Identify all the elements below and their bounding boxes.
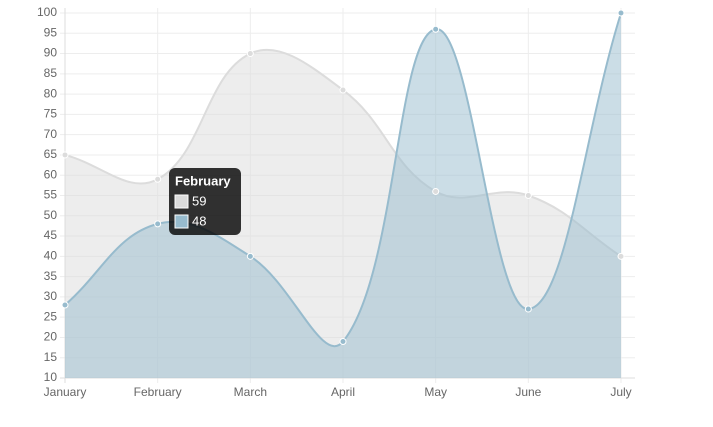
y-tick-label: 15 [44,350,58,364]
point [524,192,532,199]
point [432,25,440,33]
y-tick-label: 95 [44,25,58,39]
y-tick-label: 40 [44,249,58,263]
point [617,252,625,260]
tooltip-swatch [174,214,189,229]
y-tick-label: 20 [44,330,58,344]
tooltip-title: February [175,173,231,188]
y-tick-label: 70 [44,127,58,141]
point [154,220,162,228]
point [432,187,440,195]
y-tick-label: 55 [44,188,58,202]
point [246,252,254,260]
y-tick-label: 75 [44,107,58,121]
x-tick-label: March [234,385,267,399]
y-tick-label: 60 [44,167,58,181]
x-tick-label: July [610,385,631,399]
point [246,50,254,58]
y-tick-label: 80 [44,86,58,100]
area [65,13,621,378]
y-tick-label: 85 [44,66,58,80]
y-tick-label: 10 [44,370,58,384]
point [524,305,532,313]
point [339,338,347,345]
x-tick-label: February [134,385,182,399]
x-tick-label: May [424,385,447,399]
y-tick-label: 45 [44,228,58,242]
tooltip-value: 48 [192,213,206,228]
tooltip-swatch [174,194,189,209]
x-tick-label: April [331,385,355,399]
y-tick-label: 50 [44,208,58,222]
y-tick-label: 35 [44,269,58,283]
point [617,9,625,17]
point [61,301,69,309]
y-tick-label: 30 [44,289,58,303]
x-tick-label: January [44,385,87,399]
y-tick-label: 90 [44,46,58,60]
point [154,175,162,183]
x-tick-label: June [515,385,541,399]
point [61,151,69,159]
tooltip-value: 59 [192,193,206,208]
y-tick-label: 65 [44,147,58,161]
y-tick-label: 100 [37,5,57,19]
y-tick-label: 25 [44,309,58,323]
point [339,86,347,94]
tooltip: February 59 48 [169,168,241,235]
